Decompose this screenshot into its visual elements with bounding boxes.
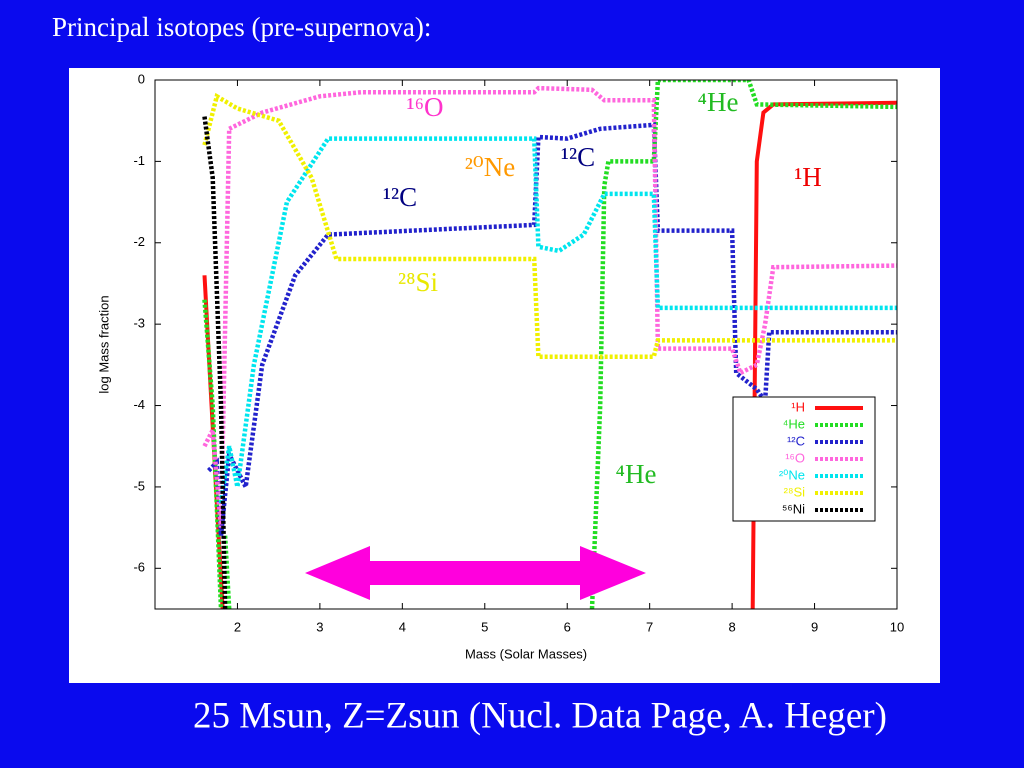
annotation: ⁴He	[698, 87, 739, 117]
annotation: ⁴He	[616, 459, 657, 489]
slide-caption: 25 Msun, Z=Zsun (Nucl. Data Page, A. Heg…	[193, 695, 887, 736]
series-line	[202, 85, 897, 528]
series-line	[202, 92, 897, 359]
annotation: ¹⁶O	[406, 92, 443, 122]
x-tick-label: 7	[646, 619, 653, 634]
slide-title: Principal isotopes (pre-supernova):	[52, 12, 431, 42]
series-line	[202, 116, 228, 609]
annotation: ¹²C	[383, 182, 417, 212]
range-arrow	[305, 546, 646, 600]
y-tick-label: -5	[133, 478, 145, 493]
series-line	[218, 136, 897, 504]
legend-label: ⁵⁶Ni	[782, 501, 805, 516]
annotation: ¹H	[794, 162, 822, 192]
x-tick-label: 8	[728, 619, 735, 634]
x-tick-label: 6	[564, 619, 571, 634]
legend-label: ¹²C	[787, 433, 805, 448]
x-tick-label: 2	[234, 619, 241, 634]
x-tick-label: 10	[890, 619, 904, 634]
y-tick-label: -3	[133, 316, 145, 331]
y-tick-label: -6	[133, 560, 145, 575]
y-tick-label: -1	[133, 153, 145, 168]
legend-label: ²⁸Si	[784, 484, 805, 499]
legend-label: ¹H	[791, 399, 805, 414]
y-tick-label: -4	[133, 397, 145, 412]
x-tick-label: 5	[481, 619, 488, 634]
legend-label: ¹⁶O	[785, 450, 805, 465]
annotation: ²⁸Si	[398, 267, 438, 297]
x-tick-label: 3	[316, 619, 323, 634]
x-tick-label: 4	[399, 619, 406, 634]
plot-frame	[154, 79, 898, 610]
y-tick-label: -2	[133, 234, 145, 249]
annotation: ¹²C	[561, 142, 595, 172]
x-tick-label: 9	[811, 619, 818, 634]
x-axis-label: Mass (Solar Masses)	[465, 646, 587, 661]
y-axis-label: log Mass fraction	[96, 295, 111, 393]
legend-label: ²⁰Ne	[779, 467, 805, 482]
y-tick-label: 0	[138, 71, 145, 86]
plot-area: 2 3 4 5 6 7 8 9 10 0 -1 -2 -3 -4 -5 -6 Mass (Solar Masse…	[96, 71, 904, 661]
annotation: ²⁰Ne	[465, 152, 515, 182]
series-group	[202, 80, 897, 609]
legend-label: ⁴He	[783, 416, 805, 431]
